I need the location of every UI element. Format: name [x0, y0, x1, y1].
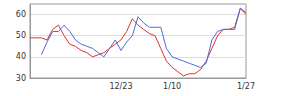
svg-text:60: 60 — [16, 10, 26, 19]
svg-text:50: 50 — [16, 31, 26, 40]
svg-text:12/23: 12/23 — [109, 82, 132, 91]
svg-text:30: 30 — [16, 74, 26, 83]
svg-text:1/27: 1/27 — [237, 82, 255, 91]
svg-text:40: 40 — [16, 52, 26, 61]
svg-text:1/10: 1/10 — [163, 82, 181, 91]
